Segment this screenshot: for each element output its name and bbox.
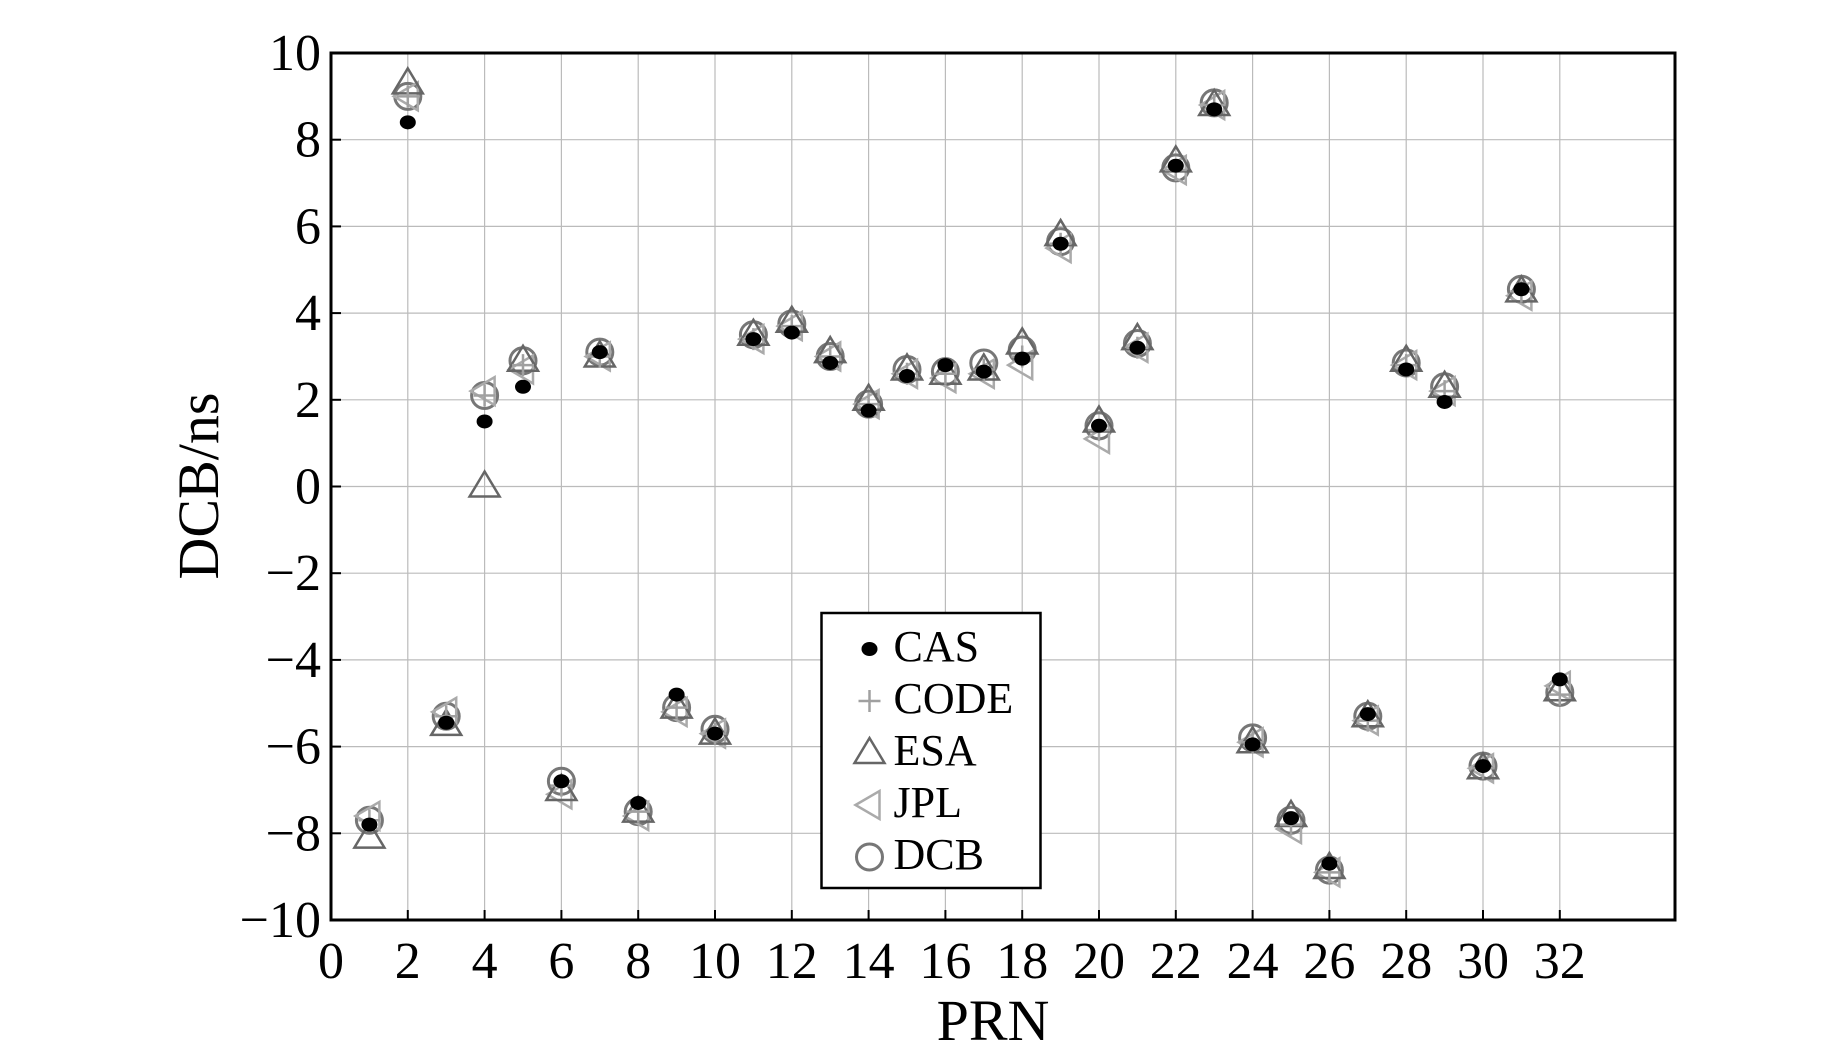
x-tick-label: 32: [1534, 933, 1586, 990]
x-tick-label: 22: [1150, 933, 1202, 990]
point: [476, 414, 493, 429]
point: [512, 354, 534, 377]
point: [975, 364, 992, 379]
point: [1321, 856, 1338, 871]
legend-marker: [858, 690, 881, 712]
legend-label: ESA: [894, 726, 977, 775]
point: [860, 403, 877, 418]
point: [544, 772, 579, 802]
point: [783, 325, 800, 340]
y-tick-label: −10: [240, 892, 321, 949]
point: [1129, 340, 1146, 355]
point: [438, 715, 455, 730]
point: [1398, 362, 1415, 377]
x-tick-label: 26: [1303, 933, 1355, 990]
x-axis-label: PRN: [937, 988, 1050, 1053]
legend-box: [820, 611, 1042, 890]
x-tick-label: 18: [996, 933, 1048, 990]
point: [361, 817, 378, 832]
legend-label: CODE: [894, 674, 1014, 723]
point: [937, 358, 954, 373]
point: [1244, 737, 1261, 752]
point: [660, 695, 688, 729]
point: [515, 379, 531, 394]
x-tick-label: 10: [689, 933, 741, 990]
x-tick-label: 12: [766, 933, 818, 990]
point: [1091, 418, 1107, 433]
y-tick-label: −4: [266, 632, 321, 689]
legend-marker: [853, 788, 881, 822]
y-tick-label: 6: [295, 198, 321, 255]
point: [1551, 672, 1568, 687]
point: [591, 345, 608, 360]
y-tick-label: 4: [295, 285, 321, 342]
point: [1359, 707, 1376, 722]
x-tick-label: 14: [843, 933, 895, 990]
legend-marker: [855, 842, 884, 872]
point: [553, 774, 570, 789]
point: [399, 115, 416, 130]
y-tick-label: −2: [266, 545, 321, 602]
x-tick-label: 20: [1073, 933, 1125, 990]
x-tick-label: 0: [318, 933, 344, 990]
x-tick-label: 30: [1457, 933, 1509, 990]
plot-frame: [329, 51, 1677, 922]
point: [1206, 102, 1223, 117]
legend-marker: [861, 642, 878, 656]
point: [899, 368, 915, 383]
y-tick-label: 10: [269, 25, 321, 82]
point: [1167, 158, 1184, 173]
point: [745, 332, 762, 347]
point: [506, 353, 535, 386]
y-tick-label: 0: [295, 459, 321, 516]
point: [468, 374, 496, 408]
legend-label: JPL: [894, 778, 962, 827]
x-tick-label: 6: [548, 933, 574, 990]
x-tick-label: 24: [1227, 933, 1279, 990]
point: [352, 820, 387, 849]
point: [1475, 759, 1491, 774]
x-tick-label: 28: [1380, 933, 1432, 990]
point: [473, 384, 496, 407]
point: [1436, 394, 1453, 409]
x-tick-label: 2: [395, 933, 421, 990]
x-tick-label: 8: [625, 933, 651, 990]
point: [668, 687, 685, 702]
point: [1052, 236, 1069, 251]
point: [707, 726, 723, 741]
point: [467, 469, 502, 498]
y-axis-label: DCB/ns: [166, 393, 231, 580]
point: [822, 355, 839, 370]
y-tick-label: 8: [295, 112, 321, 169]
legend-label: DCB: [894, 830, 984, 879]
legend-label: CAS: [894, 622, 980, 671]
legend-marker: [852, 735, 887, 765]
x-tick-label: 16: [919, 933, 971, 990]
point: [1513, 282, 1530, 297]
y-tick-label: −8: [266, 805, 321, 862]
y-tick-label: 2: [295, 372, 321, 429]
point: [630, 795, 647, 810]
point: [1548, 683, 1571, 706]
point: [396, 85, 419, 108]
x-tick-label: 4: [472, 933, 498, 990]
y-tick-label: −6: [266, 719, 321, 776]
point: [1014, 351, 1031, 366]
point: [1283, 811, 1299, 826]
